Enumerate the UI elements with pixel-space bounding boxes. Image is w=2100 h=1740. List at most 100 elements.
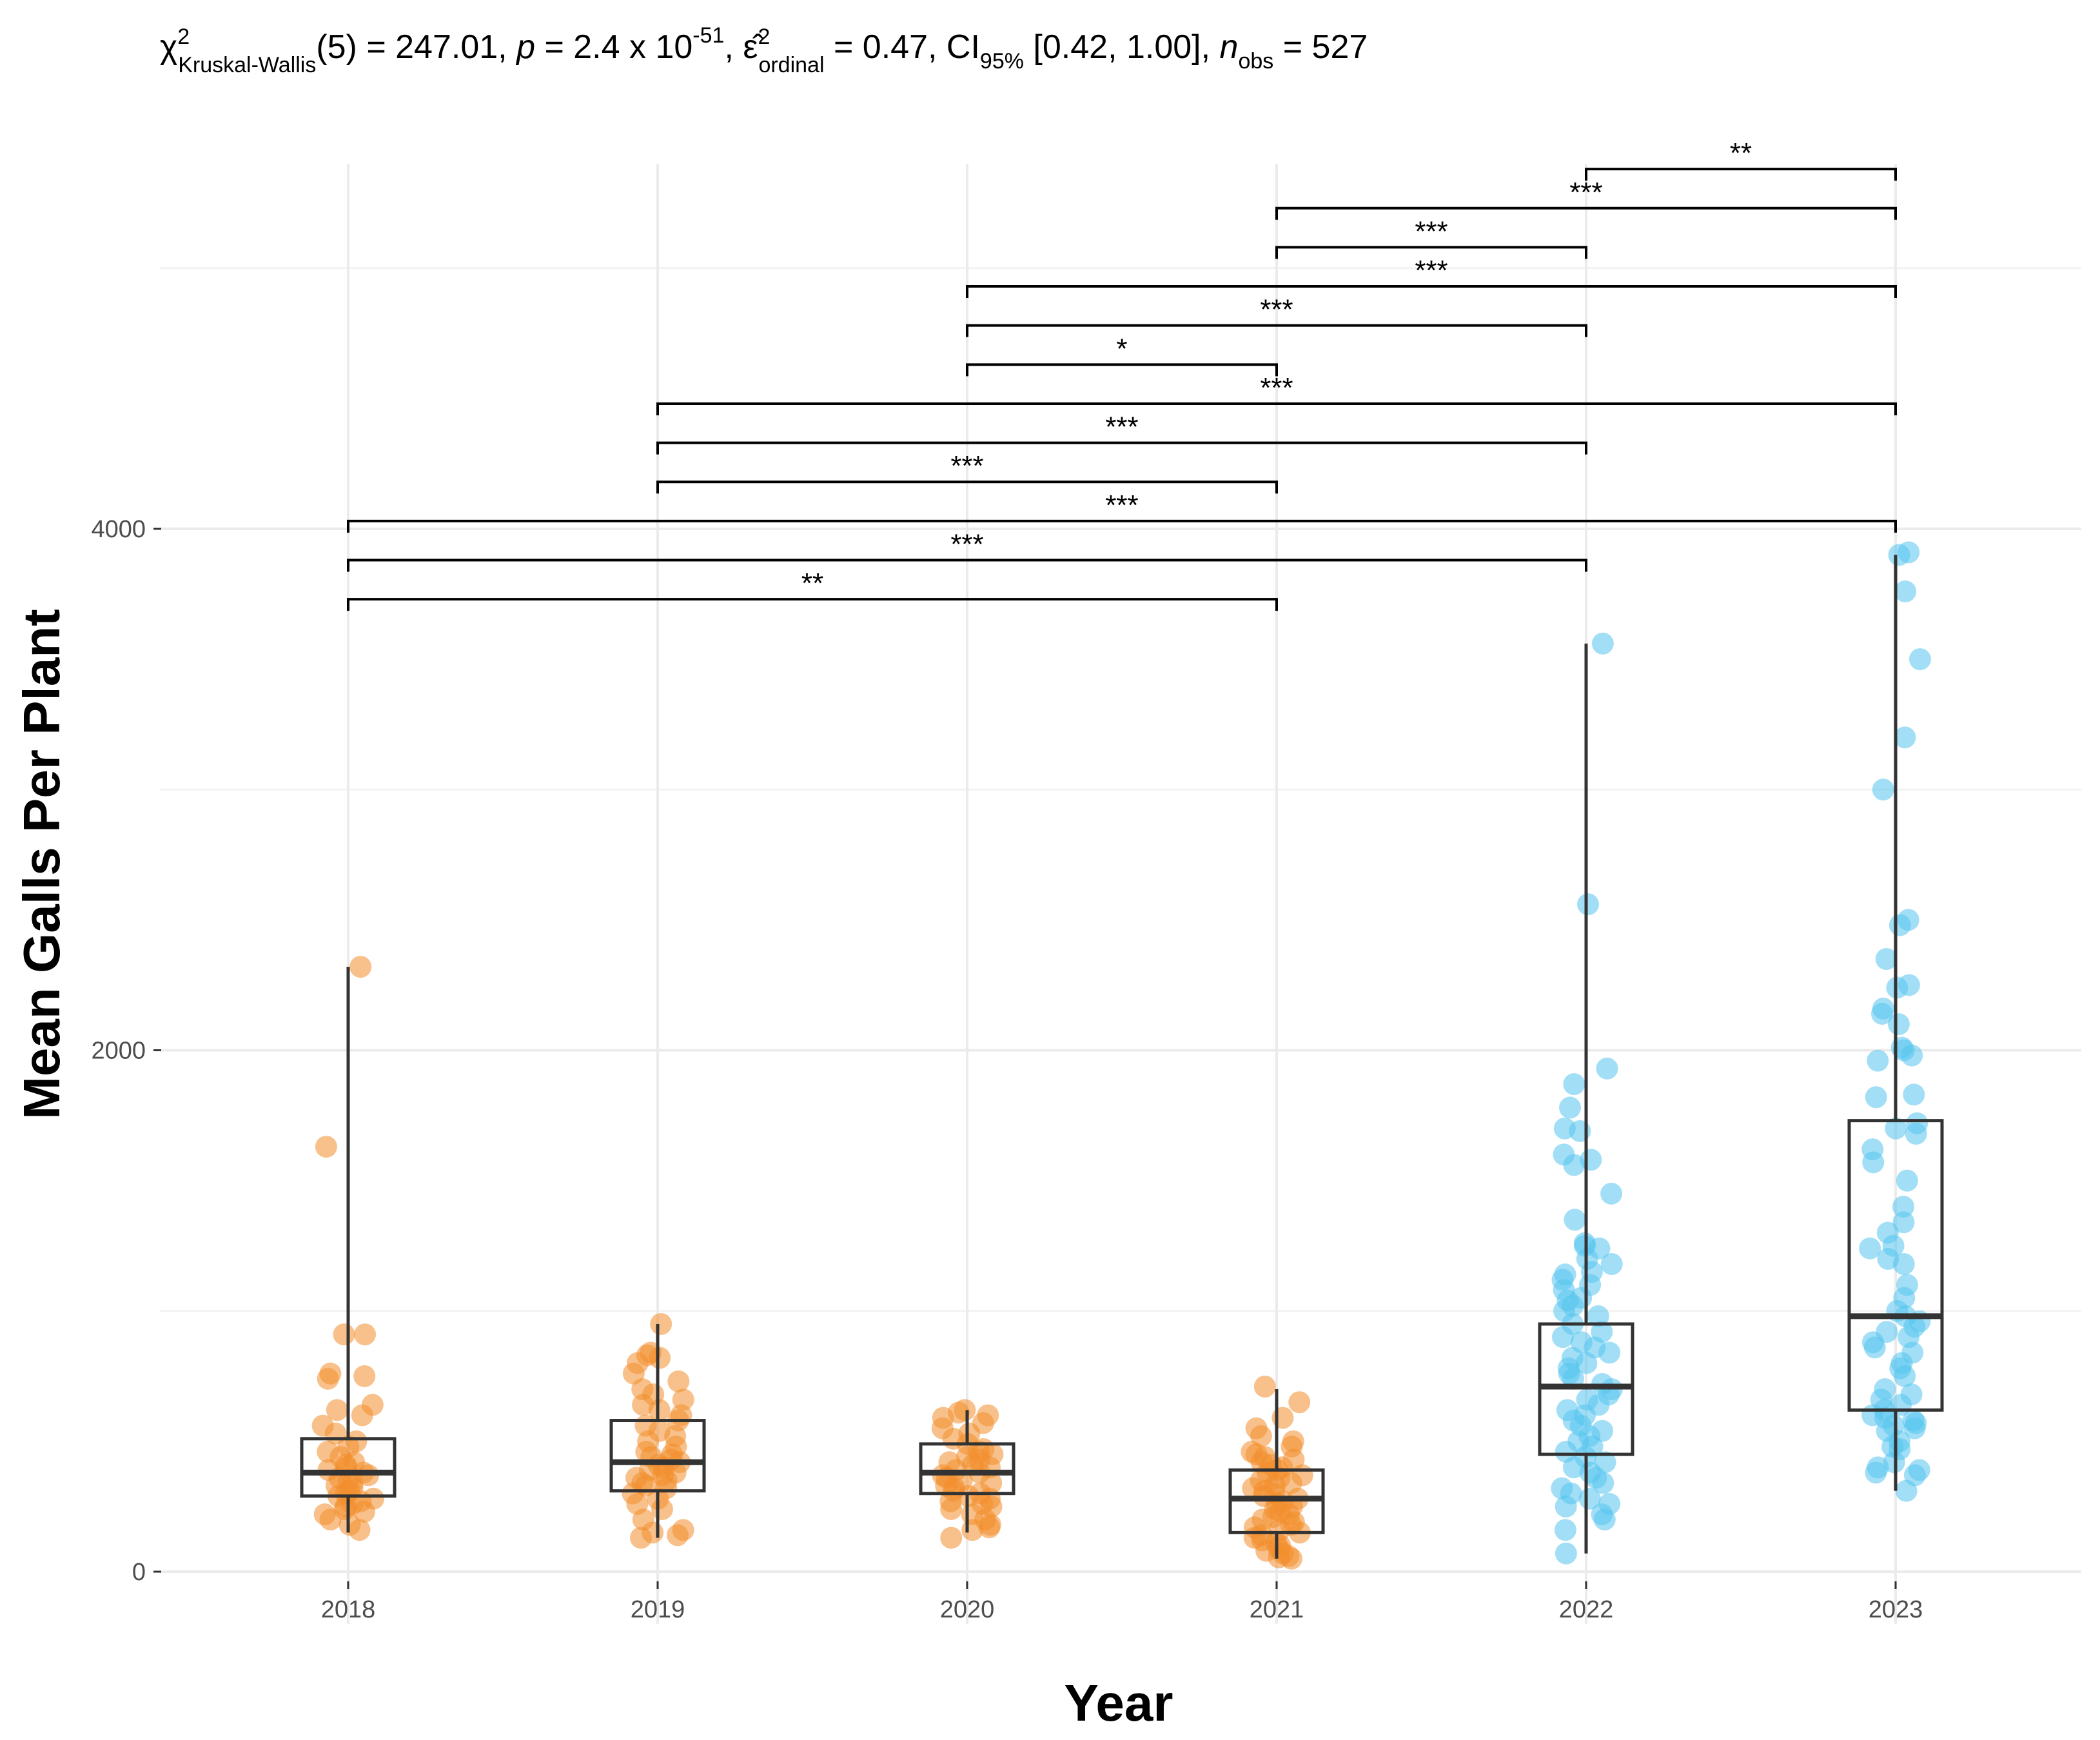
significance-bracket	[656, 441, 1587, 455]
data-point	[1592, 1472, 1614, 1494]
data-point	[354, 1323, 377, 1346]
data-point	[978, 1516, 1001, 1539]
data-point	[1896, 1169, 1918, 1192]
data-point	[1903, 1083, 1925, 1106]
subtitle-df-stat: (5) = 247.01,	[316, 28, 516, 66]
data-point	[1575, 1352, 1598, 1374]
subtitle-eps-sup: 2	[758, 25, 770, 49]
x-tick-label: 2019	[631, 1596, 685, 1623]
data-point	[1555, 1495, 1577, 1518]
data-point	[1598, 1341, 1621, 1364]
significance-label: **	[801, 568, 823, 599]
x-axis-title: Year	[1064, 1674, 1173, 1732]
data-point	[1577, 893, 1600, 916]
data-point	[326, 1399, 348, 1421]
data-point	[1888, 544, 1910, 566]
data-point	[1554, 1519, 1576, 1541]
significance-brackets: ********************************	[347, 137, 1897, 611]
data-point	[1288, 1391, 1311, 1414]
data-point	[1253, 1375, 1276, 1398]
significance-bracket	[347, 519, 1897, 533]
data-point	[1865, 1461, 1887, 1484]
data-point	[940, 1498, 963, 1520]
data-point	[349, 956, 372, 978]
data-point	[1872, 778, 1894, 801]
subtitle-n-sub: obs	[1238, 49, 1273, 74]
significance-bracket	[656, 402, 1897, 415]
significance-bracket	[966, 285, 1897, 299]
data-point	[630, 1527, 653, 1549]
x-tick-label: 2021	[1250, 1596, 1304, 1623]
data-point	[351, 1404, 373, 1427]
data-point	[1559, 1096, 1582, 1119]
data-point	[1894, 1365, 1916, 1387]
subtitle-p-label: p	[515, 28, 535, 66]
significance-bracket	[1585, 168, 1897, 181]
significance-label: ***	[1260, 294, 1293, 326]
subtitle-sep1: ,	[724, 28, 743, 66]
axes: 0 2000 4000 2018 2019 2020 2021 2022 2023	[91, 516, 1923, 1623]
subtitle-p-eq: = 2.4 x 10	[535, 28, 692, 66]
data-point	[1895, 1479, 1918, 1502]
subtitle-ci-val: [0.42, 1.00],	[1024, 28, 1220, 66]
box-iqr	[919, 1442, 1016, 1496]
data-point	[632, 1394, 654, 1416]
significance-label: ***	[1260, 372, 1293, 404]
significance-label: ***	[1415, 215, 1447, 247]
data-point	[1875, 948, 1898, 971]
data-point	[1578, 1487, 1601, 1510]
data-point	[650, 1312, 672, 1335]
y-tick-label: 0	[132, 1559, 146, 1586]
significance-label: **	[1730, 137, 1752, 169]
y-axis-title: Mean Galls Per Plant	[13, 609, 70, 1119]
data-point	[666, 1524, 689, 1547]
y-tick-label: 2000	[91, 1038, 146, 1065]
data-point	[1887, 1013, 1910, 1036]
data-point	[1600, 1252, 1623, 1275]
data-point	[317, 1367, 339, 1390]
subtitle-eps-val: = 0.47, CI	[825, 28, 980, 66]
data-point	[1859, 1237, 1881, 1260]
subtitle-n-val: = 527	[1273, 28, 1368, 66]
significance-bracket	[1275, 206, 1897, 220]
data-point	[940, 1527, 963, 1549]
boxplots	[300, 555, 1944, 1559]
data-point	[333, 1323, 355, 1346]
data-point	[353, 1501, 375, 1523]
data-point	[1551, 1326, 1574, 1349]
significance-label: *	[1116, 333, 1127, 364]
significance-label: ***	[950, 529, 983, 560]
subtitle-ci-sub: 95%	[980, 49, 1024, 74]
data-point	[1281, 1547, 1303, 1570]
subtitle-chi-sup: 2	[177, 25, 190, 49]
significance-bracket	[656, 480, 1278, 494]
y-tick-label: 4000	[91, 516, 146, 543]
subtitle-chi: χ	[160, 28, 177, 66]
data-point	[1596, 1057, 1618, 1080]
data-point	[1892, 1252, 1915, 1275]
significance-bracket	[347, 598, 1278, 611]
data-point	[1600, 1182, 1623, 1205]
data-point	[1903, 1417, 1926, 1439]
data-point	[319, 1508, 342, 1531]
box-iqr	[1847, 1119, 1944, 1412]
x-tick-label: 2018	[321, 1596, 376, 1623]
jitter-points	[311, 541, 1931, 1570]
data-point	[961, 1519, 984, 1541]
data-point	[1591, 632, 1614, 655]
data-point	[1862, 1151, 1885, 1174]
data-point	[649, 1347, 671, 1369]
significance-bracket	[347, 559, 1587, 572]
data-point	[1863, 1336, 1886, 1359]
data-point	[1885, 1117, 1907, 1140]
chart-subtitle: χ2 Kruskal-Wallis(5) = 247.01, p = 2.4 x …	[160, 23, 1368, 77]
subtitle-chi-sub: Kruskal-Wallis	[178, 53, 316, 77]
data-point	[1892, 1196, 1914, 1218]
data-point	[1894, 726, 1916, 749]
data-point	[1564, 1209, 1586, 1231]
significance-label: ***	[1415, 255, 1447, 286]
x-tick-label: 2020	[940, 1596, 995, 1623]
data-point	[348, 1519, 371, 1541]
significance-label: ***	[1105, 489, 1138, 521]
